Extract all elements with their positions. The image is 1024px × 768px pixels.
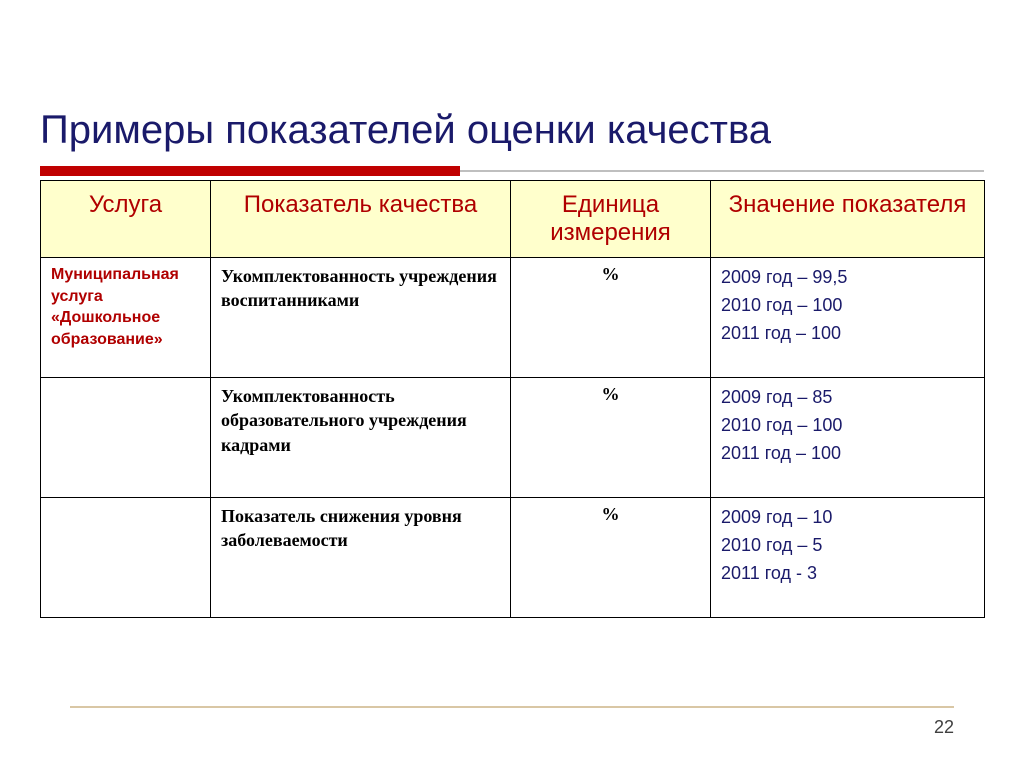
cell-indicator: Укомплектованность образовательного учре… bbox=[221, 384, 500, 457]
table-row: Муниципальная услуга «Дошкольное образов… bbox=[41, 258, 985, 378]
value-line: 2009 год – 99,5 bbox=[721, 264, 974, 292]
value-line: 2010 год – 100 bbox=[721, 412, 974, 440]
col-header-indicator: Показатель качества bbox=[211, 181, 511, 258]
value-line: 2010 год – 100 bbox=[721, 292, 974, 320]
cell-unit: % bbox=[521, 264, 700, 285]
cell-indicator: Укомплектованность учреждения воспитанни… bbox=[221, 264, 500, 313]
col-header-value: Значение показателя bbox=[711, 181, 985, 258]
value-line: 2009 год – 10 bbox=[721, 504, 974, 532]
cell-values: 2009 год – 10 2010 год – 5 2011 год - 3 bbox=[711, 498, 985, 618]
value-line: 2011 год – 100 bbox=[721, 320, 974, 348]
table-row: Показатель снижения уровня заболеваемост… bbox=[41, 498, 985, 618]
table-row: Укомплектованность образовательного учре… bbox=[41, 378, 985, 498]
page-number: 22 bbox=[934, 717, 954, 738]
title-underline-red bbox=[40, 166, 460, 176]
col-header-unit: Единица измерения bbox=[511, 181, 711, 258]
cell-values: 2009 год – 99,5 2010 год – 100 2011 год … bbox=[711, 258, 985, 378]
cell-indicator: Показатель снижения уровня заболеваемост… bbox=[221, 504, 500, 553]
value-line: 2010 год – 5 bbox=[721, 532, 974, 560]
col-header-service: Услуга bbox=[41, 181, 211, 258]
page-title: Примеры показателей оценки качества bbox=[40, 108, 984, 153]
table-header-row: Услуга Показатель качества Единица измер… bbox=[41, 181, 985, 258]
cell-unit: % bbox=[521, 384, 700, 405]
slide: Примеры показателей оценки качества Услу… bbox=[0, 0, 1024, 768]
indicators-table: Услуга Показатель качества Единица измер… bbox=[40, 180, 985, 618]
value-line: 2011 год – 100 bbox=[721, 440, 974, 468]
cell-unit: % bbox=[521, 504, 700, 525]
cell-service: Муниципальная услуга «Дошкольное образов… bbox=[51, 264, 200, 350]
cell-values: 2009 год – 85 2010 год – 100 2011 год – … bbox=[711, 378, 985, 498]
title-underline-gray bbox=[460, 170, 984, 172]
value-line: 2011 год - 3 bbox=[721, 560, 974, 588]
value-line: 2009 год – 85 bbox=[721, 384, 974, 412]
footer-rule bbox=[70, 706, 954, 708]
